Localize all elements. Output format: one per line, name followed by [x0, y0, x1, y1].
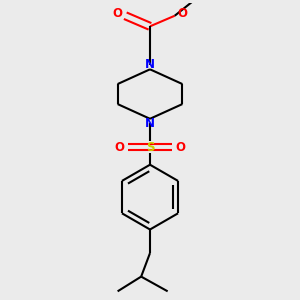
Text: O: O	[112, 7, 123, 20]
Text: N: N	[145, 58, 155, 71]
Text: S: S	[146, 141, 154, 154]
Text: O: O	[114, 141, 124, 154]
Text: O: O	[176, 141, 186, 154]
Text: N: N	[145, 117, 155, 130]
Text: O: O	[177, 7, 188, 20]
